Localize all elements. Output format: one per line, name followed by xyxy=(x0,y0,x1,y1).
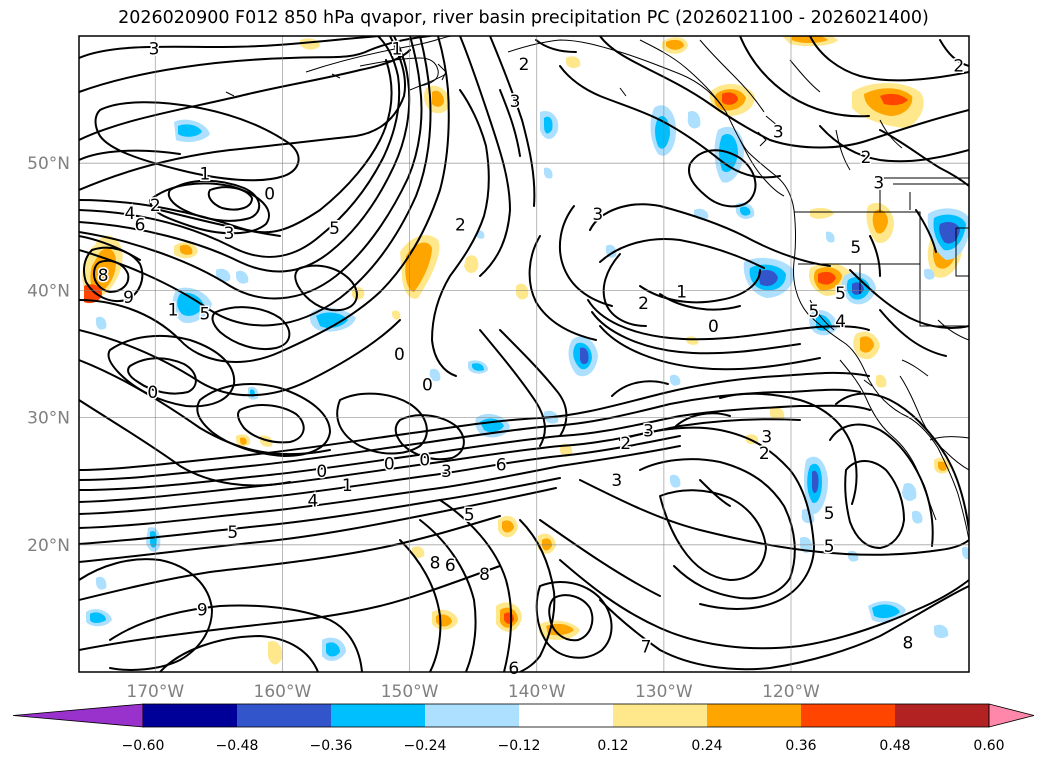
contour-label: 3 xyxy=(643,421,654,441)
colorbar-bin xyxy=(143,704,238,727)
colorbar-bin xyxy=(801,704,896,727)
colorbar-label: 0.12 xyxy=(597,738,628,754)
contour-label: 4 xyxy=(124,204,135,224)
contour-label: 2 xyxy=(861,148,872,168)
contour-label: 3 xyxy=(761,428,772,448)
contour-label: 8 xyxy=(903,634,914,654)
colorbar-label: −0.48 xyxy=(216,738,259,754)
contour-label: 5 xyxy=(329,219,340,239)
contour-label: 0 xyxy=(708,317,719,337)
map-title: 2026020900 F012 850 hPa qvapor, river ba… xyxy=(118,8,929,28)
contour-label: 6 xyxy=(135,215,146,235)
coastline xyxy=(225,36,969,541)
colorbar-label: 0.48 xyxy=(879,738,910,754)
contour-label: 6 xyxy=(445,556,456,576)
lat-label-40: 40°N xyxy=(27,281,70,301)
lat-label-30: 30°N xyxy=(27,409,70,429)
contour-label: 2 xyxy=(455,215,466,235)
lat-label-50: 50°N xyxy=(27,154,70,174)
colorbar-bin xyxy=(707,704,802,727)
contour-label: 6 xyxy=(508,659,519,679)
colorbar-bin xyxy=(613,704,708,727)
contour-label: 6 xyxy=(496,456,507,476)
colorbar-bin xyxy=(331,704,426,727)
colorbar-label: −0.12 xyxy=(498,738,541,754)
contour-label: 5 xyxy=(199,304,210,324)
contour-label: 0 xyxy=(419,451,430,471)
contour-label: 3 xyxy=(773,122,784,142)
contour-label: 0 xyxy=(147,383,158,403)
contour-label: 4 xyxy=(835,312,846,332)
colorbar-label: −0.24 xyxy=(404,738,447,754)
contour-label: 5 xyxy=(835,284,846,304)
lon-label-140w: 140°W xyxy=(508,682,566,702)
map-frame xyxy=(78,35,970,673)
qvapor-contours xyxy=(79,36,969,672)
lon-label-130w: 130°W xyxy=(635,682,693,702)
contour-label: 3 xyxy=(510,92,521,112)
contour-label: 5 xyxy=(808,302,819,322)
contour-label: 8 xyxy=(479,565,490,585)
contour-label: 0 xyxy=(264,185,275,205)
contour-label: 2 xyxy=(638,294,649,314)
precipitation-shading xyxy=(82,36,969,665)
contour-label: 1 xyxy=(342,476,353,496)
contour-label: 0 xyxy=(422,376,433,396)
map-content xyxy=(79,36,969,672)
contour-label: 5 xyxy=(850,238,861,258)
contour-label: 2 xyxy=(759,444,770,464)
contour-label: 1 xyxy=(676,283,687,303)
colorbar-bins xyxy=(143,704,990,727)
contour-label: 7 xyxy=(641,638,652,658)
lon-label-120w: 120°W xyxy=(762,682,820,702)
contour-label: 0 xyxy=(394,345,405,365)
contour-label: 4 xyxy=(308,491,319,511)
lat-label-20: 20°N xyxy=(27,536,70,556)
colorbar-label: −0.60 xyxy=(122,738,165,754)
contour-label: 5 xyxy=(824,504,835,524)
contour-label: 1 xyxy=(168,300,179,320)
colorbar-bin xyxy=(425,704,520,727)
colorbar-label: 0.60 xyxy=(973,738,1004,754)
colorbar-extend-high xyxy=(988,703,1035,728)
contour-label: 8 xyxy=(430,554,441,574)
contour-label: 0 xyxy=(384,454,395,474)
lon-label-160w: 160°W xyxy=(254,682,312,702)
contour-label: 3 xyxy=(873,173,884,193)
contour-label: 3 xyxy=(149,40,160,60)
colorbar-bin xyxy=(895,704,990,727)
colorbar-label: 0.36 xyxy=(785,738,816,754)
map-gridlines xyxy=(79,36,969,672)
axis-labels: 50°N 40°N 30°N 20°N 170°W 160°W 150°W 14… xyxy=(27,154,820,702)
contour-label: 3 xyxy=(592,205,603,225)
colorbar-frame xyxy=(142,703,990,728)
colorbar-extend-low xyxy=(12,703,144,728)
contour-label: 5 xyxy=(464,505,475,525)
contour-label: 2 xyxy=(150,196,161,216)
contour-label: 1 xyxy=(199,164,210,184)
colorbar-bin xyxy=(519,704,614,727)
contour-label: 5 xyxy=(824,537,835,557)
colorbar-label: −0.36 xyxy=(310,738,353,754)
contour-label: 3 xyxy=(224,224,235,244)
colorbar-label: 0.24 xyxy=(691,738,722,754)
colorbar-bin xyxy=(237,704,332,727)
contour-label: 0 xyxy=(316,462,327,482)
contour-label: 1 xyxy=(391,40,402,60)
contour-label: 2 xyxy=(953,56,964,76)
contour-label: 2 xyxy=(519,55,530,75)
lon-label-150w: 150°W xyxy=(381,682,439,702)
lon-label-170w: 170°W xyxy=(126,682,184,702)
contour-label: 9 xyxy=(197,601,208,621)
contour-label: 9 xyxy=(123,288,134,308)
contour-label: 3 xyxy=(441,462,452,482)
contour-label: 3 xyxy=(611,471,622,491)
colorbar: −0.60 −0.48 −0.36 −0.24 −0.12 0.12 0.24 … xyxy=(12,703,1035,754)
contour-label: 5 xyxy=(227,523,238,543)
contour-label: 8 xyxy=(98,266,109,286)
contour-label: 2 xyxy=(620,434,631,454)
